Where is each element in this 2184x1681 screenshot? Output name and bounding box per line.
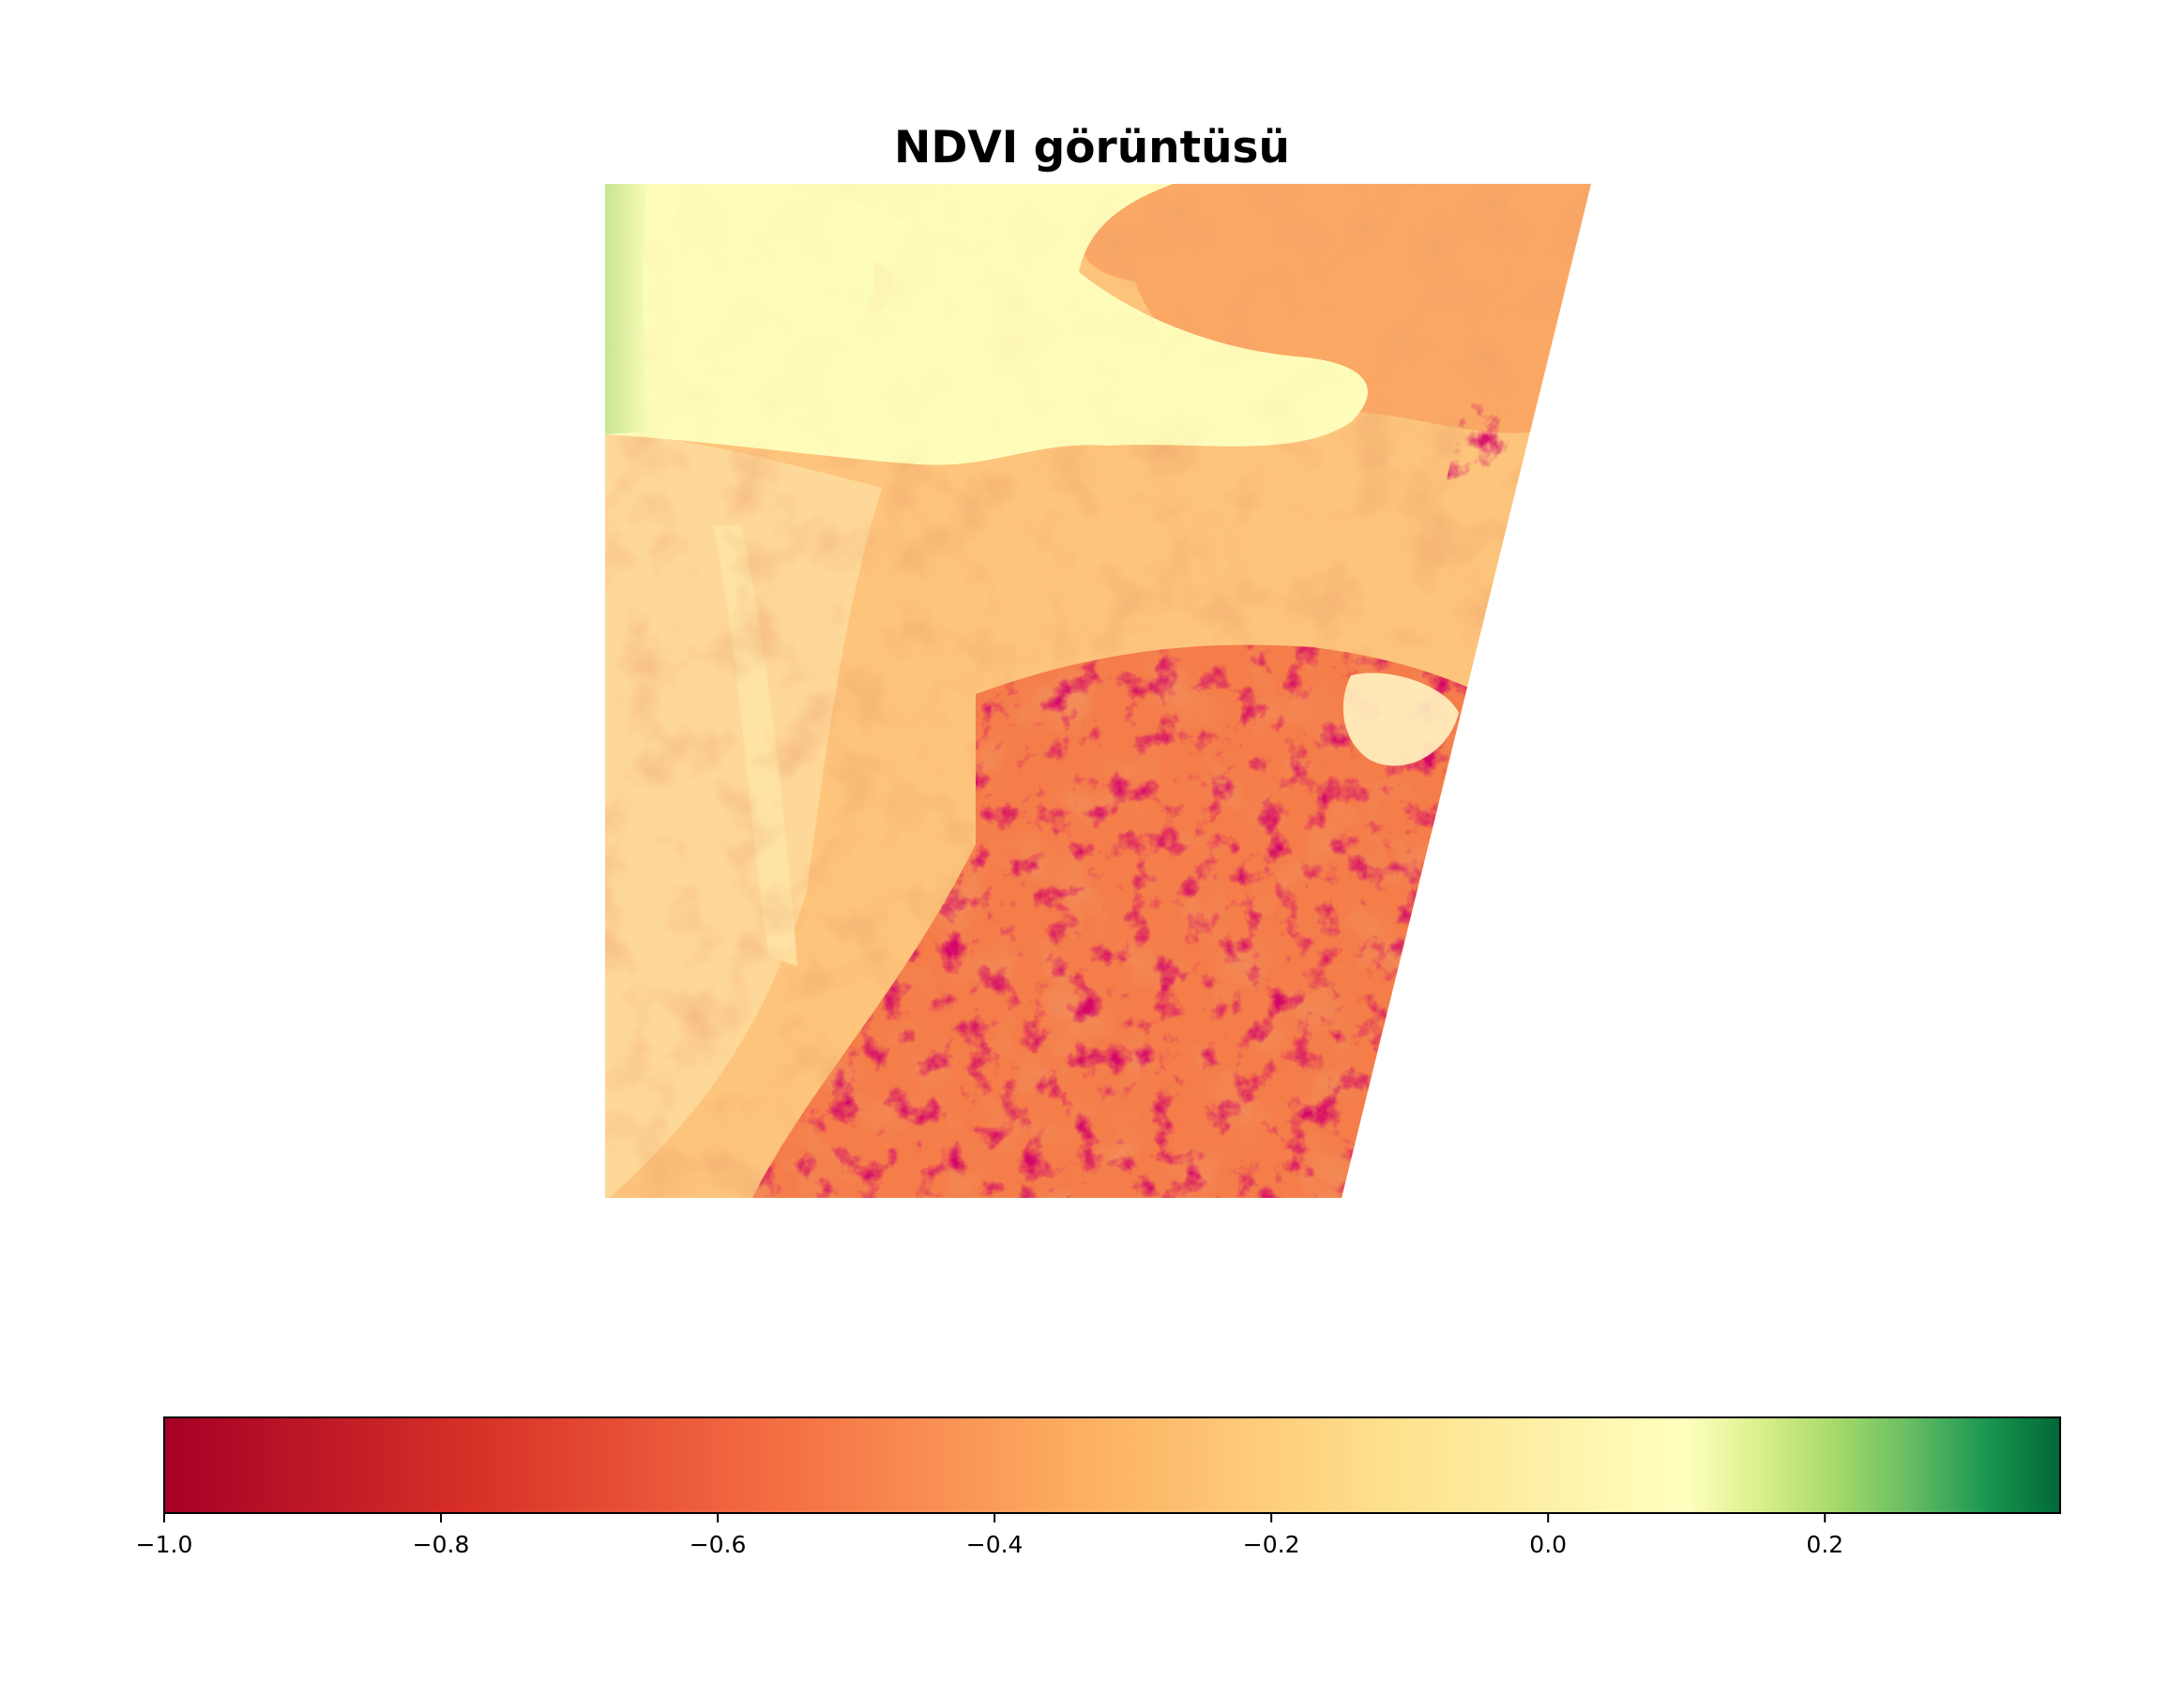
colorbar-tick-label: −1.0 [136, 1531, 193, 1558]
colorbar-tick-label: −0.6 [690, 1531, 747, 1558]
colorbar-gradient [163, 1416, 2061, 1514]
colorbar-tick-label: 0.2 [1806, 1531, 1843, 1558]
colorbar-tick-label: −0.2 [1243, 1531, 1300, 1558]
chart-title: NDVI görüntüsü [894, 122, 1290, 174]
colorbar-ticks: −1.0 −0.8 −0.6 −0.4 −0.2 0.0 0.2 [136, 1513, 1843, 1558]
colorbar-tick-label: −0.4 [966, 1531, 1024, 1558]
colorbar: −1.0 −0.8 −0.6 −0.4 −0.2 0.0 0.2 [136, 1416, 2061, 1558]
colorbar-tick-label: 0.0 [1529, 1531, 1567, 1558]
pale-patch [1342, 673, 1459, 766]
colorbar-tick-label: −0.8 [413, 1531, 470, 1558]
